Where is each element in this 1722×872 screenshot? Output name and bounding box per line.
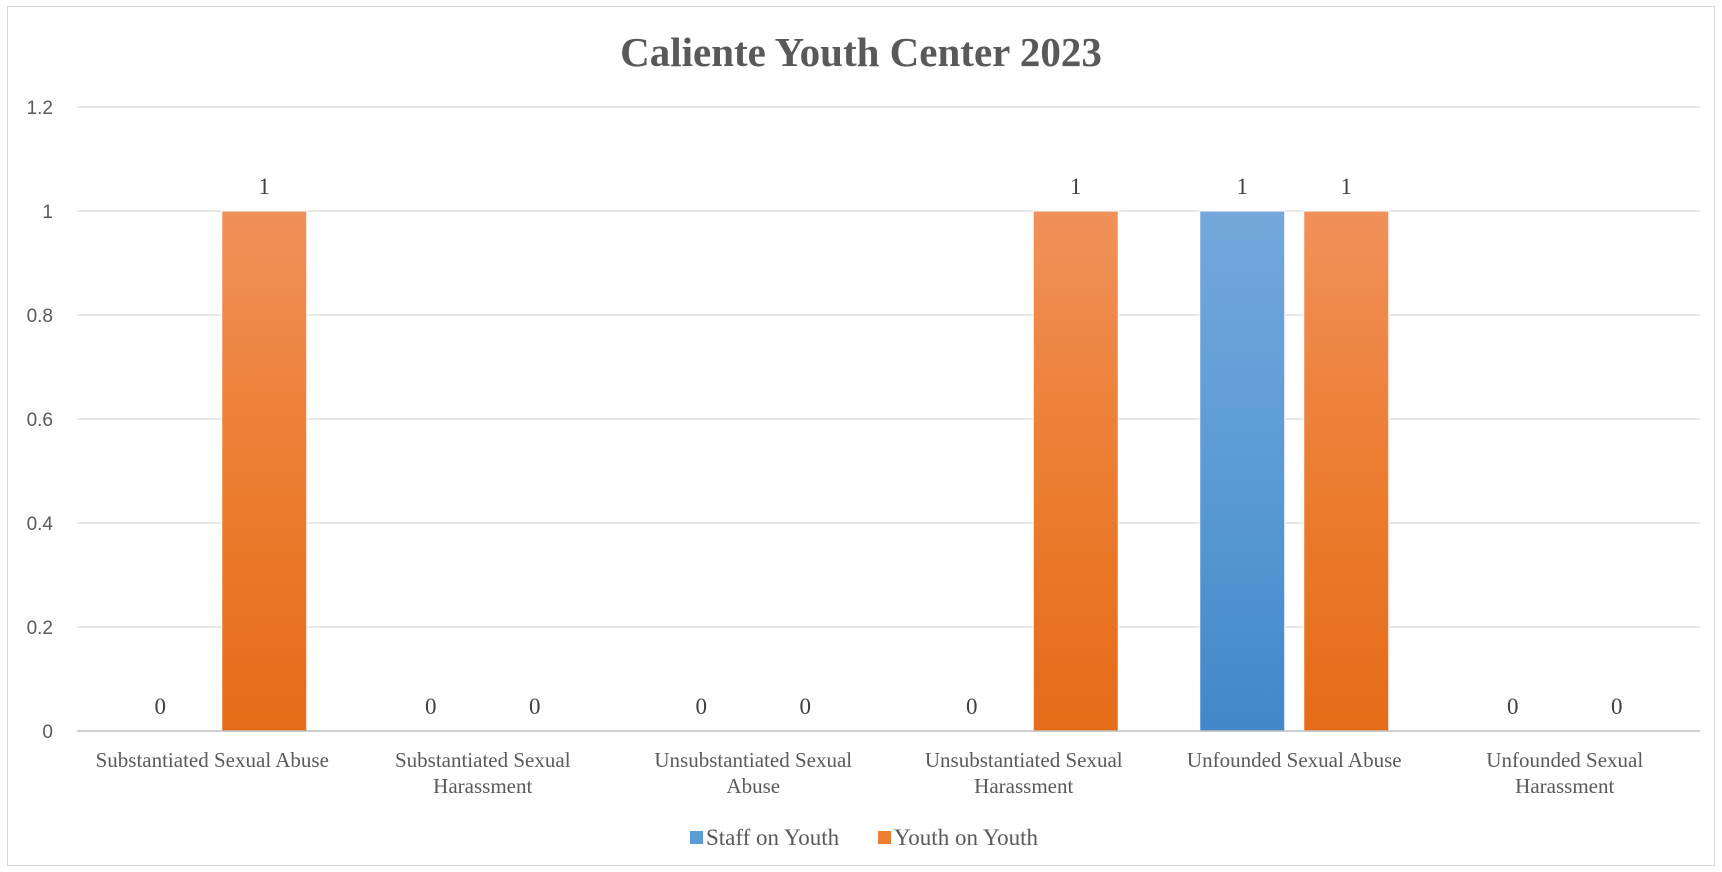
data-label: 0 <box>1507 694 1519 719</box>
data-label: 1 <box>1341 174 1353 199</box>
y-tick-label: 0.2 <box>27 618 53 639</box>
bars <box>222 211 1389 731</box>
y-tick-label: 0 <box>42 722 53 743</box>
legend-swatch <box>690 831 703 844</box>
y-axis: 0 0.2 0.4 0.6 0.8 1 1.2 <box>27 98 54 743</box>
y-tick-label: 0.4 <box>27 514 54 535</box>
data-label: 0 <box>155 694 167 719</box>
legend-label: Staff on Youth <box>706 825 840 850</box>
data-label: 1 <box>259 174 271 199</box>
bar-youth-on-youth <box>1304 211 1389 731</box>
y-tick-label: 1.2 <box>27 98 53 119</box>
data-label: 0 <box>800 694 812 719</box>
x-tick-label: Unfounded Sexual Harassment <box>1486 748 1643 798</box>
x-tick-label: Unfounded Sexual Abuse <box>1187 748 1402 772</box>
data-label: 0 <box>529 694 541 719</box>
data-label: 1 <box>1070 174 1082 199</box>
bar-youth-on-youth <box>1033 211 1118 731</box>
x-tick-label: Unsubstantiated Sexual Abuse <box>654 748 852 798</box>
gridlines <box>77 107 1700 731</box>
bar-youth-on-youth <box>222 211 307 731</box>
y-tick-label: 1 <box>42 202 53 223</box>
y-tick-label: 0.8 <box>27 306 53 327</box>
legend-swatch <box>878 831 891 844</box>
x-tick-label: Unsubstantiated Sexual Harassment <box>925 748 1123 798</box>
data-label: 0 <box>425 694 437 719</box>
legend-label: Youth on Youth <box>894 825 1039 850</box>
data-labels: 0 0 0 0 1 0 1 0 0 1 1 0 <box>155 174 1623 719</box>
y-tick-label: 0.6 <box>27 410 53 431</box>
x-tick-label: Substantiated Sexual Abuse <box>96 748 329 772</box>
data-label: 0 <box>696 694 708 719</box>
x-axis: Substantiated Sexual Abuse Substantiated … <box>77 731 1700 798</box>
x-tick-label: Substantiated Sexual Harassment <box>395 748 571 798</box>
data-label: 0 <box>966 694 978 719</box>
bar-staff-on-youth <box>1200 211 1285 731</box>
data-label: 0 <box>1611 694 1623 719</box>
chart-title: Caliente Youth Center 2023 <box>620 29 1102 75</box>
legend: Staff on Youth Youth on Youth <box>690 825 1039 850</box>
data-label: 1 <box>1237 174 1249 199</box>
